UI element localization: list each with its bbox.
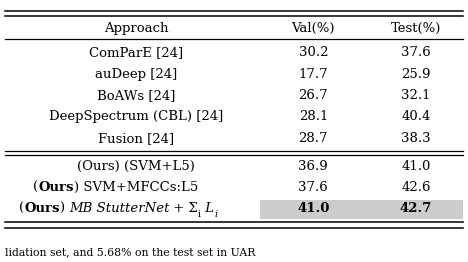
Text: (Ours) (SVM+L5): (Ours) (SVM+L5) — [77, 160, 195, 173]
Text: auDeep [24]: auDeep [24] — [95, 68, 177, 81]
Text: DeepSpectrum (CBL) [24]: DeepSpectrum (CBL) [24] — [49, 110, 223, 123]
Text: 36.9: 36.9 — [299, 160, 328, 173]
Bar — [260, 200, 463, 219]
Text: i: i — [198, 210, 201, 219]
Text: + Σ: + Σ — [169, 203, 198, 215]
Text: 25.9: 25.9 — [401, 68, 431, 81]
Text: Val(%): Val(%) — [292, 22, 335, 35]
Text: Approach: Approach — [104, 22, 168, 35]
Text: Ours: Ours — [38, 181, 74, 194]
Text: Fusion [24]: Fusion [24] — [98, 132, 174, 145]
Text: 40.4: 40.4 — [401, 110, 431, 123]
Text: ) SVM+MFCCs:L5: ) SVM+MFCCs:L5 — [74, 181, 198, 194]
Text: 41.0: 41.0 — [401, 160, 431, 173]
Text: 26.7: 26.7 — [299, 89, 328, 102]
Text: 17.7: 17.7 — [299, 68, 328, 81]
Text: MB StutterNet: MB StutterNet — [69, 203, 170, 215]
Text: ): ) — [60, 203, 69, 215]
Text: 28.7: 28.7 — [299, 132, 328, 145]
Text: i: i — [214, 210, 217, 219]
Text: 30.2: 30.2 — [299, 46, 328, 59]
Text: (: ( — [33, 181, 38, 194]
Text: 38.3: 38.3 — [401, 132, 431, 145]
Text: Test(%): Test(%) — [391, 22, 441, 35]
Text: 37.6: 37.6 — [299, 181, 328, 194]
Text: 42.7: 42.7 — [400, 203, 432, 215]
Text: L: L — [201, 203, 214, 215]
Text: 37.6: 37.6 — [401, 46, 431, 59]
Text: BoAWs [24]: BoAWs [24] — [97, 89, 175, 102]
Text: 42.6: 42.6 — [401, 181, 431, 194]
Text: (: ( — [19, 203, 24, 215]
Text: 41.0: 41.0 — [297, 203, 329, 215]
Text: Ours: Ours — [24, 203, 60, 215]
Text: ComParE [24]: ComParE [24] — [89, 46, 183, 59]
Text: lidation set, and 5.68% on the test set in UAR: lidation set, and 5.68% on the test set … — [5, 247, 256, 257]
Text: 32.1: 32.1 — [401, 89, 431, 102]
Text: 28.1: 28.1 — [299, 110, 328, 123]
